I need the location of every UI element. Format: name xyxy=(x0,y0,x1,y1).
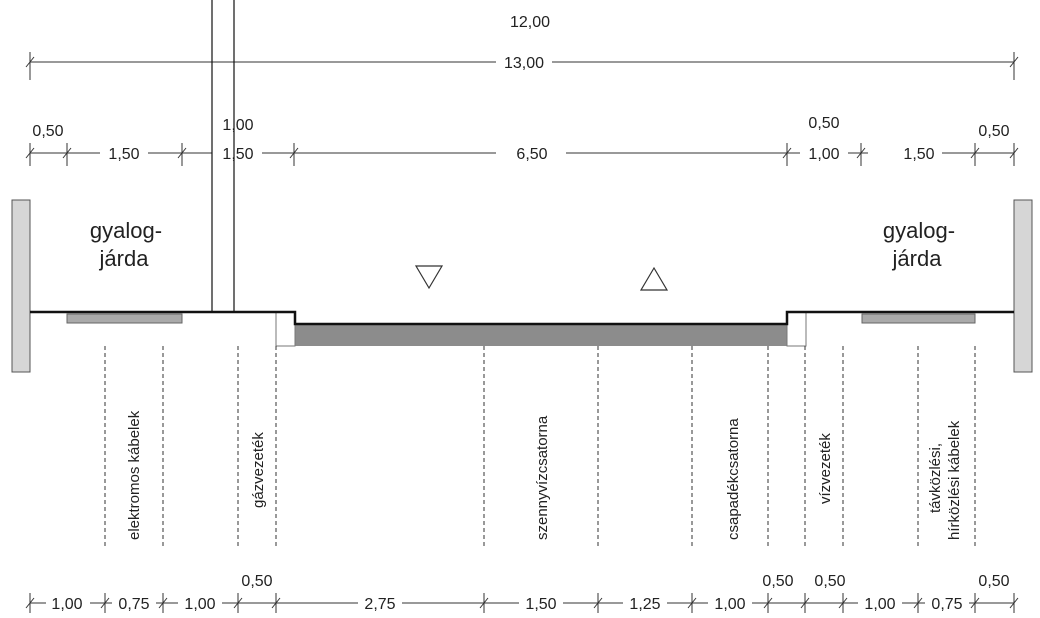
dim-bottom-10: 1,00 xyxy=(864,596,895,613)
dim-bottom-1: 0,75 xyxy=(118,596,149,613)
dim-bottom-5: 1,50 xyxy=(525,596,556,613)
dim-row2-4: 6,50 xyxy=(516,146,547,163)
dim-bottom-11: 0,75 xyxy=(931,596,962,613)
dim-row2-0: 0,50 xyxy=(32,123,63,140)
right-curb xyxy=(786,311,807,347)
dim-bottom-12: 0,50 xyxy=(978,573,1009,590)
utility-label-elektromos: elektromos kábelek xyxy=(126,410,143,540)
dim-bottom-3: 0,50 xyxy=(241,573,272,590)
lamp-post xyxy=(211,0,235,312)
dim-row2-7: 1,50 xyxy=(903,146,934,163)
dim-bottom-9: 0,50 xyxy=(814,573,845,590)
left-curb xyxy=(275,311,296,347)
right-building-wall xyxy=(1013,199,1033,373)
dim-row2-3: 1,50 xyxy=(222,146,253,163)
dim-bottom-2: 1,00 xyxy=(184,596,215,613)
bottom-dim-labels: 1,00 0,75 1,00 0,50 2,75 1,50 1,25 1,00 … xyxy=(46,573,1010,613)
sidewalk-right-line1: gyalog- xyxy=(883,218,955,243)
direction-down-triangle xyxy=(414,265,444,290)
direction-up-triangle xyxy=(639,266,669,291)
right-cable-tray xyxy=(861,313,976,324)
utility-label-viz: vízvezeték xyxy=(817,433,834,504)
dim-row2-2: 1,00 xyxy=(222,117,253,134)
dim-bottom-8: 0,50 xyxy=(762,573,793,590)
dim-bottom-7: 1,00 xyxy=(714,596,745,613)
sidewalk-right-line2: járda xyxy=(892,246,943,271)
sidewalk-left-line1: gyalog- xyxy=(90,218,162,243)
dim-bottom-0: 1,00 xyxy=(51,596,82,613)
dim-row2-5: 0,50 xyxy=(808,115,839,132)
utility-label-gaz: gázvezeték xyxy=(250,432,267,508)
left-building-wall xyxy=(11,199,31,373)
dim-bottom-4: 2,75 xyxy=(364,596,395,613)
dim-row2-6: 1,00 xyxy=(808,146,839,163)
utility-label-szenny: szennyvízcsatorna xyxy=(534,415,551,540)
left-cable-tray xyxy=(66,313,183,324)
sidewalk-left-line2: járda xyxy=(99,246,150,271)
road-profile xyxy=(30,310,1014,347)
road-asphalt xyxy=(295,324,787,346)
utility-label-tavkozles-2: hírközlési kábelek xyxy=(946,420,963,540)
utility-zone-boundaries xyxy=(104,346,976,548)
dim-row2-1: 1,50 xyxy=(108,146,139,163)
dim-row2-8: 0,50 xyxy=(978,123,1009,140)
dim-total-12: 12,00 xyxy=(510,14,550,31)
utility-label-csapadek: csapadékcsatorna xyxy=(725,418,742,540)
utility-label-tavkozles-1: távközlési, xyxy=(927,443,944,513)
dim-line-row2 xyxy=(25,143,1019,166)
dim-bottom-6: 1,25 xyxy=(629,596,660,613)
dim-line-13 xyxy=(25,52,1019,80)
dim-total-13: 13,00 xyxy=(504,55,544,72)
